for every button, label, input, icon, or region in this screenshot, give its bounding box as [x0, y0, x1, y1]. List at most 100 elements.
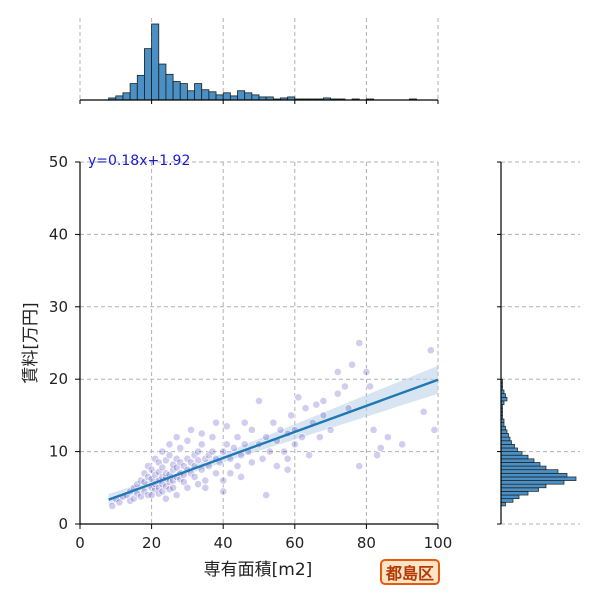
y-hist-bar — [500, 494, 520, 500]
scatter-point — [290, 440, 299, 449]
scatter-point — [197, 429, 206, 438]
scatter-point — [222, 440, 231, 449]
y-hist-bar — [500, 458, 535, 463]
scatter-point — [373, 451, 382, 460]
scatter-point — [312, 400, 321, 409]
x-marginal-histogram — [108, 23, 417, 101]
x-tick-label: 20 — [142, 534, 161, 552]
y-tick-label: 0 — [58, 515, 68, 533]
y-hist-bar — [500, 483, 547, 489]
main-grid — [79, 161, 439, 525]
scatter-point — [383, 433, 392, 442]
y-hist-bar — [500, 487, 539, 492]
x-hist-bar — [208, 91, 217, 101]
scatter-point — [194, 456, 203, 465]
y-hist-bar — [500, 454, 529, 460]
y-hist-bar — [500, 436, 511, 442]
scatter-point — [165, 451, 174, 460]
scatter-point — [255, 397, 263, 405]
x-hist-bar — [194, 83, 203, 101]
regression-line — [108, 378, 439, 501]
scatter-point — [201, 483, 210, 492]
scatter-point — [158, 463, 167, 472]
y-tick-label: 50 — [49, 153, 68, 171]
y-hist-bar — [500, 444, 515, 449]
scatter-point — [201, 476, 210, 485]
scatter-point — [319, 397, 328, 405]
scatter-point — [283, 454, 292, 463]
scatter-point — [269, 418, 278, 427]
scatter-point — [355, 462, 364, 470]
scatter-point — [247, 458, 256, 467]
x-hist-bar — [244, 92, 253, 101]
scatter-point — [212, 418, 220, 427]
x-hist-bar — [115, 95, 124, 101]
scatter-point — [115, 498, 124, 507]
x-hist-bar — [122, 92, 131, 101]
x-hist-bar — [229, 95, 238, 101]
scatter-point — [240, 440, 249, 449]
y-hist-bar — [500, 425, 506, 431]
scatter-point — [219, 487, 228, 496]
scatter-point — [319, 411, 328, 420]
scatter-point — [240, 418, 249, 427]
scatter-point — [426, 346, 435, 355]
scatter-point — [355, 339, 364, 347]
ward-badge: 都島区 — [380, 559, 440, 585]
scatter-point — [276, 425, 285, 434]
scatter-point — [398, 440, 407, 449]
y-hist-bar — [500, 447, 518, 452]
scatter-point — [258, 454, 267, 463]
scatter-point — [108, 501, 117, 510]
scatter-point — [348, 360, 356, 369]
scatter-point — [430, 425, 439, 434]
scatter-point — [187, 425, 195, 434]
scatter-point — [158, 447, 167, 456]
y-hist-bar — [500, 491, 529, 496]
scatter-point — [172, 433, 181, 442]
scatter-point — [212, 469, 220, 478]
x-hist-bar — [237, 90, 246, 101]
y-tick-label: 10 — [49, 443, 68, 461]
x-hist-bar — [129, 83, 138, 101]
scatter-point — [294, 393, 303, 402]
scatter-point — [366, 382, 374, 391]
x-hist-bar — [136, 74, 145, 101]
scatter-point — [169, 483, 177, 492]
scatter-point — [333, 389, 342, 398]
x-axis-title: 専有面積[m2] — [204, 560, 313, 580]
scatter-point — [237, 473, 245, 481]
y-hist-bar — [500, 451, 523, 456]
y-axis-title: 賃料[万円] — [21, 302, 41, 383]
scatter-point — [165, 440, 174, 449]
scatter-point — [208, 447, 217, 456]
tick-labels: 0 20 40 60 80 100 0 10 20 30 40 50 — [49, 153, 452, 552]
y-hist-bar — [500, 498, 514, 503]
y-hist-bar — [500, 433, 509, 438]
x-hist-bar — [151, 23, 160, 101]
y-hist-bar — [500, 429, 508, 434]
x-tick-label: 100 — [424, 534, 453, 552]
scatter-point — [283, 465, 292, 474]
scatter-point — [226, 469, 235, 478]
scatter-point — [222, 422, 231, 431]
scatter-point — [183, 436, 192, 445]
scatter-point — [197, 440, 206, 449]
y-hist-bar — [500, 480, 565, 485]
x-tick-label: 60 — [285, 534, 304, 552]
scatter-point — [298, 433, 306, 442]
scatter-point — [280, 447, 288, 456]
y-hist-bar — [500, 393, 506, 398]
x-hist-bar — [201, 89, 210, 101]
scatter-point — [376, 444, 385, 452]
y-tick-label: 30 — [49, 298, 68, 316]
x-hist-bar — [222, 92, 231, 101]
regression-equation: y=0.18x+1.92 — [88, 153, 190, 169]
scatter-point — [419, 407, 428, 416]
scatter-point — [162, 494, 170, 503]
y-hist-bar — [500, 440, 512, 445]
x-hist-bar — [172, 81, 181, 101]
x-hist-bar — [251, 94, 260, 101]
x-hist-bar — [215, 94, 224, 101]
